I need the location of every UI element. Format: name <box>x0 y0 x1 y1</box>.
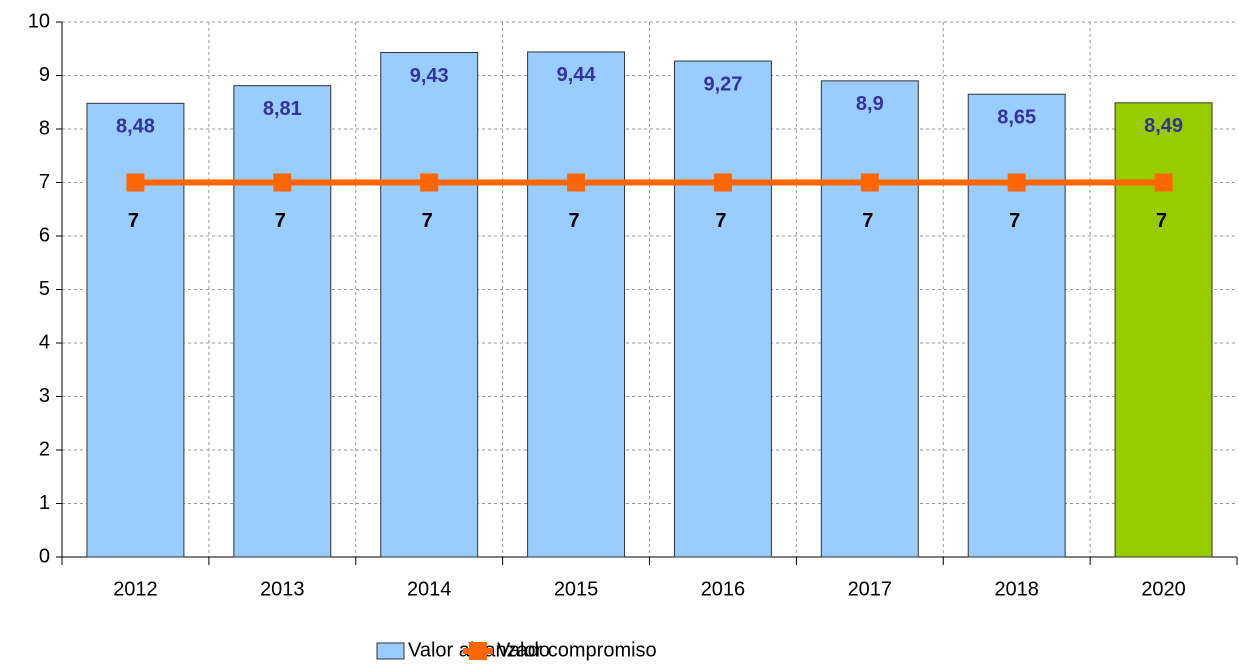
y-tick-label: 2 <box>39 438 50 460</box>
bar <box>673 60 772 558</box>
data-label: 7 <box>128 210 139 232</box>
bar <box>967 93 1066 558</box>
data-label: 8,9 <box>856 93 884 115</box>
data-label: 9,44 <box>557 64 597 86</box>
data-label: 7 <box>715 210 726 232</box>
bar <box>86 102 185 558</box>
y-tick-label: 9 <box>39 64 50 86</box>
data-label: 9,27 <box>703 73 742 95</box>
data-label: 7 <box>569 210 580 232</box>
x-tick-label: 2013 <box>260 578 305 600</box>
data-label: 7 <box>1156 210 1167 232</box>
x-tick-label: 2015 <box>554 578 599 600</box>
legend-label: Valor compromiso <box>497 639 657 661</box>
data-label: 8,81 <box>263 98 302 120</box>
y-tick-label: 1 <box>39 492 50 514</box>
line-marker <box>126 173 145 192</box>
bar <box>380 51 479 558</box>
line-marker <box>1007 173 1026 192</box>
bar <box>820 80 919 558</box>
data-label: 7 <box>422 210 433 232</box>
y-tick-label: 10 <box>28 10 50 32</box>
data-label: 8,49 <box>1144 115 1183 137</box>
y-tick-label: 8 <box>39 117 50 139</box>
bar <box>527 51 626 558</box>
x-tick-label: 2014 <box>407 578 452 600</box>
legend-swatch <box>376 642 405 660</box>
x-tick-label: 2012 <box>113 578 158 600</box>
line-marker <box>860 173 879 192</box>
data-label: 7 <box>862 210 873 232</box>
data-label: 7 <box>1009 210 1020 232</box>
data-label: 8,65 <box>997 107 1036 129</box>
x-tick-label: 2016 <box>701 578 746 600</box>
x-tick-label: 2017 <box>848 578 893 600</box>
bar <box>1114 102 1213 558</box>
line-marker <box>273 173 292 192</box>
bar <box>233 85 332 558</box>
x-tick-label: 2020 <box>1141 578 1186 600</box>
line-marker <box>420 173 439 192</box>
data-label: 9,43 <box>410 65 449 87</box>
line-marker <box>1154 173 1173 192</box>
line-marker <box>567 173 586 192</box>
y-tick-label: 3 <box>39 385 50 407</box>
line-marker <box>713 173 732 192</box>
legend-marker <box>469 642 487 660</box>
y-tick-label: 7 <box>39 171 50 193</box>
y-tick-label: 5 <box>39 278 50 300</box>
x-tick-label: 2018 <box>994 578 1039 600</box>
y-tick-label: 0 <box>39 545 50 567</box>
y-tick-label: 6 <box>39 224 50 246</box>
data-label: 8,48 <box>116 116 155 138</box>
data-label: 7 <box>275 210 286 232</box>
y-tick-label: 4 <box>39 331 50 353</box>
